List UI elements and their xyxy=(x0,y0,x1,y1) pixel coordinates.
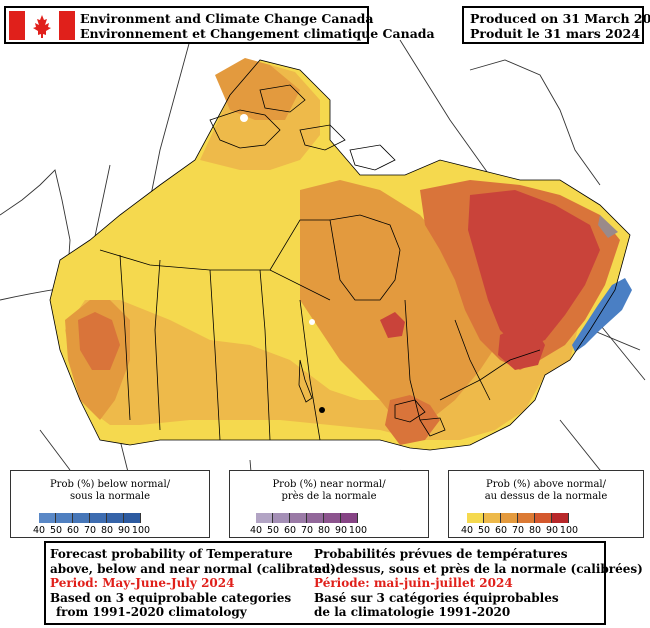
legend-tick-label: 60 xyxy=(494,525,508,536)
legend-tick-label: 90 xyxy=(117,525,131,536)
legend-swatch xyxy=(467,513,484,523)
area-gray-patch xyxy=(598,215,618,238)
legend-near-normal: Prob (%) near normal/ près de la normale… xyxy=(229,470,429,538)
legend-swatch xyxy=(273,513,290,523)
lake-winnipeg xyxy=(298,359,313,403)
legend-tick-label: 100 xyxy=(131,525,151,536)
legend-swatch xyxy=(56,513,73,523)
info-fr-line1: Probabilités prévues de températures xyxy=(314,547,568,561)
legend-tick-label: 90 xyxy=(334,525,348,536)
legend-tick-label: 100 xyxy=(559,525,579,536)
legend-title-fr: au dessus de la normale xyxy=(484,491,608,502)
legend-swatch xyxy=(107,513,124,523)
legend-color-bar xyxy=(256,513,358,523)
legend-swatch xyxy=(535,513,552,523)
legend-swatch xyxy=(501,513,518,523)
legend-swatch xyxy=(552,513,569,523)
lake-superior-mark xyxy=(319,407,325,413)
legend-tick-label: 50 xyxy=(477,525,491,536)
legend-swatch xyxy=(324,513,341,523)
legend-swatch xyxy=(73,513,90,523)
legend-tick-label: 80 xyxy=(317,525,331,536)
area-orange-north xyxy=(215,58,300,120)
info-fr-line4: Basé sur 3 catégories équiprobables xyxy=(314,590,559,605)
legend-tick-label: 80 xyxy=(100,525,114,536)
legend-tick-label: 50 xyxy=(49,525,63,536)
ice-patch-2 xyxy=(309,319,315,325)
legend-tick-label: 60 xyxy=(283,525,297,536)
area-red-island xyxy=(380,312,405,338)
agency-header: Environment and Climate Change Canada En… xyxy=(4,6,435,44)
arctic-islands xyxy=(209,84,396,171)
legend-tick-label: 70 xyxy=(300,525,314,536)
hudson-bay xyxy=(329,214,401,301)
info-en-period: Period: May-June-July 2024 xyxy=(50,576,235,590)
legend-tick-label: 40 xyxy=(249,525,263,536)
greenland-outline xyxy=(469,59,601,186)
legend-below-normal: Prob (%) below normal/ sous la normale 4… xyxy=(10,470,210,538)
forecast-info-box: Forecast probability of Temperature abov… xyxy=(44,541,643,625)
legend-above-normal: Prob (%) above normal/ au dessus de la n… xyxy=(448,470,644,538)
legend-title-fr: sous la normale xyxy=(69,491,151,502)
legend-tick-label: 80 xyxy=(528,525,542,536)
produced-date-en: Produced on 31 March 2024 xyxy=(470,11,650,26)
produced-date-fr: Produit le 31 mars 2024 xyxy=(470,26,640,41)
legend-tick-label: 70 xyxy=(83,525,97,536)
legend-swatch xyxy=(484,513,501,523)
legend-tick-label: 40 xyxy=(32,525,46,536)
legend-swatch xyxy=(307,513,324,523)
area-blue xyxy=(572,278,632,352)
provincial-borders xyxy=(119,254,491,441)
legend-title-fr: près de la normale xyxy=(281,491,377,502)
area-red-east xyxy=(498,320,545,370)
info-french: Probabilités prévues de températures au-… xyxy=(314,547,643,620)
info-fr-line5: de la climatologie 1991-2020 xyxy=(314,605,511,619)
legend-tick-label: 70 xyxy=(511,525,525,536)
legend-tick-label: 60 xyxy=(66,525,80,536)
info-en-line2: above, below and near normal (calibrated… xyxy=(50,561,336,576)
legend-swatch xyxy=(90,513,107,523)
legend-swatch xyxy=(341,513,358,523)
legend-swatch xyxy=(518,513,535,523)
legend-tick-label: 90 xyxy=(545,525,559,536)
info-en-line4: Based on 3 equiprobable categories xyxy=(50,590,292,605)
info-en-line1: Forecast probability of Temperature xyxy=(50,547,293,561)
agency-name-fr: Environnement et Changement climatique C… xyxy=(80,26,435,41)
info-english: Forecast probability of Temperature abov… xyxy=(50,547,336,620)
legend-tick-label: 100 xyxy=(348,525,368,536)
ice-patch-1 xyxy=(240,114,248,122)
legend-swatch xyxy=(39,513,56,523)
st-lawrence xyxy=(439,349,541,401)
legend-swatch xyxy=(256,513,273,523)
legend-title-en: Prob (%) below normal/ xyxy=(49,479,171,490)
produced-date-box: Produced on 31 March 2024 Produit le 31 … xyxy=(462,6,650,44)
info-en-line5: from 1991-2020 climatology xyxy=(56,605,247,619)
alaska-outline xyxy=(0,169,71,271)
area-orange xyxy=(300,180,500,425)
info-fr-period: Période: mai-juin-juillet 2024 xyxy=(314,576,513,590)
territory-borders xyxy=(99,219,331,301)
legend-color-bar xyxy=(39,513,141,523)
canada-coastline xyxy=(49,59,631,451)
legend-tick-label: 50 xyxy=(266,525,280,536)
legend-title-en: Prob (%) above normal/ xyxy=(486,479,606,490)
agency-name-en: Environment and Climate Change Canada xyxy=(80,11,374,26)
legend-tick-label: 40 xyxy=(460,525,474,536)
legend-title-en: Prob (%) near normal/ xyxy=(272,479,386,490)
legend-color-bar xyxy=(467,513,569,523)
great-lakes xyxy=(394,399,446,437)
area-red xyxy=(468,190,600,350)
legend-swatch xyxy=(124,513,141,523)
legend-swatch xyxy=(290,513,307,523)
info-fr-line2: au-dessus, sous et près de la normale (c… xyxy=(314,561,643,576)
canada-flag-icon xyxy=(9,11,75,40)
area-dark-orange-sw xyxy=(78,312,120,370)
